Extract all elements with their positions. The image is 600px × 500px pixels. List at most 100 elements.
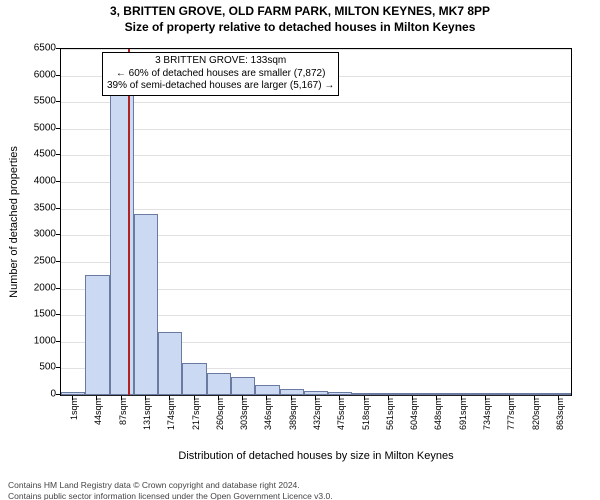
histogram-bar [255,385,279,395]
y-tick-mark [56,341,60,342]
histogram-bar [352,393,376,395]
y-tick-label: 3500 [6,202,56,213]
y-tick-label: 0 [6,389,56,400]
chart-title: 3, BRITTEN GROVE, OLD FARM PARK, MILTON … [0,4,600,18]
gridline-h [61,182,571,183]
x-tick-label: 777sqm [506,398,516,430]
x-tick-label-box: 863sqm [555,398,579,454]
x-tick-label-box: 475sqm [336,398,360,454]
histogram-bar [110,94,134,395]
y-tick-mark [56,75,60,76]
chart-subtitle: Size of property relative to detached ho… [0,20,600,34]
x-tick-label-box: 777sqm [506,398,530,454]
x-tick-label: 389sqm [288,398,298,430]
footer-line-1: Contains HM Land Registry data © Crown c… [8,480,592,490]
x-tick-label: 174sqm [166,398,176,430]
histogram-bar [134,214,158,395]
x-tick-label: 1sqm [69,398,79,420]
y-tick-mark [56,367,60,368]
y-tick-label: 5000 [6,122,56,133]
property-marker-line [128,49,130,395]
y-tick-mark [56,288,60,289]
x-tick-label: 260sqm [215,398,225,430]
y-tick-label: 6500 [6,43,56,54]
y-tick-mark [56,261,60,262]
x-tick-label: 561sqm [385,398,395,430]
x-tick-label: 648sqm [433,398,443,430]
y-tick-mark [56,234,60,235]
y-tick-mark [56,314,60,315]
gridline-h [61,129,571,130]
annotation-line-2: ← 60% of detached houses are smaller (7,… [107,68,334,81]
y-tick-mark [56,48,60,49]
x-tick-label-box: 303sqm [239,398,263,454]
histogram-bar [498,393,522,395]
y-tick-label: 2500 [6,255,56,266]
x-tick-label-box: 734sqm [482,398,506,454]
histogram-bar [450,393,474,395]
histogram-bar [158,332,182,395]
x-tick-label-box: 561sqm [385,398,409,454]
histogram-bar [401,393,425,395]
x-tick-label-box: 648sqm [433,398,457,454]
chart-container: { "chart": { "type": "histogram", "title… [0,4,600,500]
y-tick-mark [56,101,60,102]
x-tick-label: 131sqm [142,398,152,430]
y-tick-mark [56,128,60,129]
x-tick-label: 432sqm [312,398,322,430]
x-tick-label-box: 260sqm [215,398,239,454]
annotation-line-1: 3 BRITTEN GROVE: 133sqm [107,55,334,68]
histogram-bar [61,392,85,395]
x-tick-label-box: 87sqm [118,398,142,454]
x-tick-label: 863sqm [555,398,565,430]
annotation-line-3: 39% of semi-detached houses are larger (… [107,80,334,93]
x-tick-label: 691sqm [458,398,468,430]
x-tick-label: 820sqm [531,398,541,430]
gridline-h [61,209,571,210]
x-tick-label: 44sqm [93,398,103,425]
x-tick-label: 217sqm [191,398,201,430]
annotation-box: 3 BRITTEN GROVE: 133sqm← 60% of detached… [102,52,339,96]
y-tick-mark [56,181,60,182]
x-tick-label-box: 389sqm [288,398,312,454]
histogram-bar [85,275,109,395]
histogram-bar [547,393,571,395]
gridline-h [61,395,571,396]
y-tick-label: 500 [6,362,56,373]
x-tick-label: 303sqm [239,398,249,430]
histogram-bar [474,393,498,395]
histogram-bar [425,393,449,395]
histogram-bar [304,391,328,395]
x-tick-label: 346sqm [263,398,273,430]
y-tick-label: 4000 [6,176,56,187]
x-tick-label-box: 432sqm [312,398,336,454]
x-tick-label: 604sqm [409,398,419,430]
y-tick-label: 4500 [6,149,56,160]
x-tick-label: 87sqm [118,398,128,425]
histogram-bar [182,363,206,395]
y-tick-label: 2000 [6,282,56,293]
gridline-h [61,155,571,156]
y-tick-mark [56,208,60,209]
histogram-bar [328,392,352,395]
gridline-h [61,49,571,50]
x-tick-label-box: 820sqm [531,398,555,454]
x-tick-label: 518sqm [361,398,371,430]
y-axis-label: Number of detached properties [8,146,20,298]
x-tick-label-box: 604sqm [409,398,433,454]
histogram-bar [231,377,255,395]
y-tick-label: 1500 [6,309,56,320]
x-tick-label-box: 174sqm [166,398,190,454]
y-tick-mark [56,154,60,155]
histogram-bar [377,393,401,395]
histogram-bar [280,389,304,395]
x-tick-label-box: 44sqm [93,398,117,454]
x-tick-label: 734sqm [482,398,492,430]
histogram-bar [207,373,231,395]
y-tick-label: 5500 [6,96,56,107]
histogram-bar [522,393,546,395]
x-tick-label: 475sqm [336,398,346,430]
y-tick-label: 1000 [6,335,56,346]
gridline-h [61,102,571,103]
footer-line-2: Contains public sector information licen… [8,491,592,500]
